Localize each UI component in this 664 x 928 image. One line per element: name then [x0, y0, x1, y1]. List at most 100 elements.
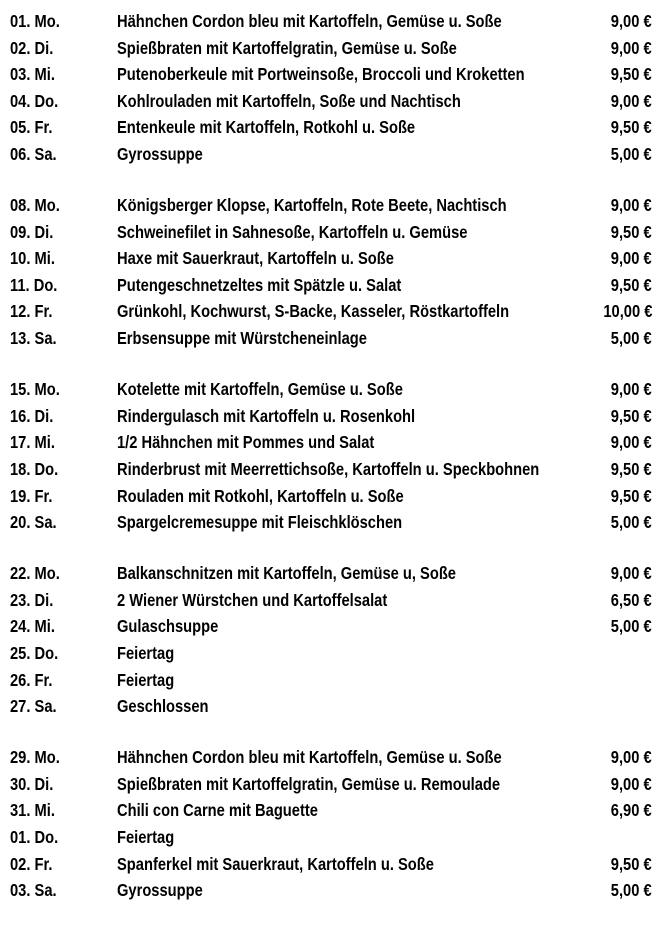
menu-dish: Rouladen mit Rotkohl, Kartoffeln u. Soße	[117, 485, 404, 506]
menu-price: 9,00 €	[611, 747, 652, 768]
menu-dish: Grünkohl, Kochwurst, S-Backe, Kasseler, …	[117, 301, 510, 322]
menu-row: 03. Sa. Gyrossuppe 5,00 €	[0, 877, 664, 904]
menu-dish: Balkanschnitzen mit Kartoffeln, Gemüse u…	[117, 563, 456, 584]
menu-dish: 1/2 Hähnchen mit Pommes und Salat	[117, 432, 375, 453]
menu-price: 5,00 €	[611, 616, 652, 637]
menu-dish: Spießbraten mit Kartoffelgratin, Gemüse …	[117, 773, 501, 794]
menu-dish: Rindergulasch mit Kartoffeln u. Rosenkoh…	[117, 405, 416, 426]
menu-row: 10. Mi. Haxe mit Sauerkraut, Kartoffeln u…	[0, 245, 664, 272]
menu-row: 25. Do. Feiertag	[0, 640, 664, 667]
menu-dish: Gyrossuppe	[117, 880, 203, 901]
menu-dish: Spanferkel mit Sauerkraut, Kartoffeln u.…	[117, 853, 434, 874]
menu-row: 06. Sa. Gyrossuppe 5,00 €	[0, 141, 664, 168]
menu-price: 9,00 €	[611, 773, 652, 794]
menu-price: 9,50 €	[611, 64, 652, 85]
menu-price: 5,00 €	[611, 328, 652, 349]
menu-dish: Spargelcremesuppe mit Fleischklöschen	[117, 512, 403, 533]
menu-dish: 2 Wiener Würstchen und Kartoffelsalat	[117, 589, 388, 610]
menu-date: 26. Fr.	[10, 669, 53, 690]
menu-date: 02. Fr.	[10, 853, 53, 874]
menu-price: 9,50 €	[611, 221, 652, 242]
menu-date: 27. Sa.	[10, 696, 57, 717]
menu-price: 6,50 €	[611, 589, 652, 610]
menu-price: 9,00 €	[611, 11, 652, 31]
menu-row: 23. Di. 2 Wiener Würstchen und Kartoffels…	[0, 587, 664, 614]
menu-row: 11. Do. Putengeschnetzeltes mit Spätzle u…	[0, 272, 664, 299]
week-block: 15. Mo. Kotelette mit Kartoffeln, Gemüse …	[0, 376, 664, 536]
menu-dish: Spießbraten mit Kartoffelgratin, Gemüse …	[117, 37, 457, 58]
menu-row: 04. Do. Kohlrouladen mit Kartoffeln, Soße…	[0, 88, 664, 115]
menu-row: 20. Sa. Spargelcremesuppe mit Fleischklös…	[0, 509, 664, 536]
menu-dish: Putengeschnetzeltes mit Spätzle u. Salat	[117, 274, 402, 295]
menu-row: 03. Mi. Putenoberkeule mit Portweinsoße, …	[0, 61, 664, 88]
menu-date: 24. Mi.	[10, 616, 55, 637]
menu-price: 9,00 €	[611, 90, 652, 111]
menu-date: 29. Mo.	[10, 747, 60, 768]
menu-price: 9,00 €	[611, 37, 652, 58]
menu-date: 15. Mo.	[10, 379, 60, 400]
menu-dish: Gyrossuppe	[117, 143, 203, 164]
menu-price: 9,50 €	[611, 274, 652, 295]
menu-date: 06. Sa.	[10, 143, 57, 164]
menu-date: 01. Mo.	[10, 11, 60, 31]
menu-date: 25. Do.	[10, 642, 59, 663]
menu-row: 08. Mo. Königsberger Klopse, Kartoffeln, …	[0, 192, 664, 219]
menu-price: 5,00 €	[611, 512, 652, 533]
menu-dish: Gulaschsuppe	[117, 616, 219, 637]
menu-dish: Entenkeule mit Kartoffeln, Rotkohl u. So…	[117, 117, 416, 138]
menu-price: 9,50 €	[611, 117, 652, 138]
menu-dish: Erbsensuppe mit Würstcheneinlage	[117, 328, 367, 349]
menu-row: 26. Fr. Feiertag	[0, 667, 664, 694]
menu-dish: Königsberger Klopse, Kartoffeln, Rote Be…	[117, 195, 507, 216]
menu-dish: Hähnchen Cordon bleu mit Kartoffeln, Gem…	[117, 11, 502, 31]
menu-date: 10. Mi.	[10, 248, 55, 269]
menu-dish: Feiertag	[117, 642, 175, 663]
menu-date: 23. Di.	[10, 589, 54, 610]
menu-row: 15. Mo. Kotelette mit Kartoffeln, Gemüse …	[0, 376, 664, 403]
menu-date: 03. Mi.	[10, 64, 55, 85]
menu-dish: Feiertag	[117, 669, 175, 690]
menu-date: 31. Mi.	[10, 800, 55, 821]
menu-dish: Rinderbrust mit Meerrettichsoße, Kartoff…	[117, 458, 540, 479]
menu-date: 16. Di.	[10, 405, 54, 426]
menu-date: 11. Do.	[10, 274, 58, 295]
menu-row: 29. Mo. Hähnchen Cordon bleu mit Kartoffe…	[0, 744, 664, 771]
menu-row: 17. Mi. 1/2 Hähnchen mit Pommes und Salat…	[0, 429, 664, 456]
menu-row: 30. Di. Spießbraten mit Kartoffelgratin, …	[0, 771, 664, 798]
menu-date: 02. Di.	[10, 37, 54, 58]
menu-row: 19. Fr. Rouladen mit Rotkohl, Kartoffeln …	[0, 483, 664, 510]
menu-date: 12. Fr.	[10, 301, 53, 322]
week-block: 01. Mo. Hähnchen Cordon bleu mit Kartoffe…	[0, 8, 664, 168]
menu-row: 09. Di. Schweinefilet in Sahnesoße, Karto…	[0, 219, 664, 246]
menu-price: 10,00 €	[602, 301, 652, 322]
menu-dish: Schweinefilet in Sahnesoße, Kartoffeln u…	[117, 221, 468, 242]
menu-date: 09. Di.	[10, 221, 54, 242]
menu-price: 5,00 €	[611, 880, 652, 901]
menu-date: 08. Mo.	[10, 195, 60, 216]
menu-dish: Hähnchen Cordon bleu mit Kartoffeln, Gem…	[117, 747, 502, 768]
menu-row: 12. Fr. Grünkohl, Kochwurst, S-Backe, Kas…	[0, 298, 664, 325]
menu-price: 6,90 €	[611, 800, 652, 821]
menu-row: 27. Sa. Geschlossen	[0, 693, 664, 720]
menu-price: 9,00 €	[611, 248, 652, 269]
menu-price: 9,00 €	[611, 563, 652, 584]
week-block: 29. Mo. Hähnchen Cordon bleu mit Kartoffe…	[0, 744, 664, 904]
menu-row: 02. Di. Spießbraten mit Kartoffelgratin, …	[0, 35, 664, 62]
menu-date: 18. Do.	[10, 458, 59, 479]
menu-date: 30. Di.	[10, 773, 54, 794]
menu-row: 31. Mi. Chili con Carne mit Baguette 6,90 …	[0, 797, 664, 824]
menu-date: 05. Fr.	[10, 117, 53, 138]
menu-price: 9,50 €	[611, 405, 652, 426]
menu-row: 05. Fr. Entenkeule mit Kartoffeln, Rotkoh…	[0, 114, 664, 141]
menu-row: 01. Do. Feiertag	[0, 824, 664, 851]
menu-date: 13. Sa.	[10, 328, 57, 349]
menu-row: 02. Fr. Spanferkel mit Sauerkraut, Kartof…	[0, 851, 664, 878]
menu-dish: Haxe mit Sauerkraut, Kartoffeln u. Soße	[117, 248, 394, 269]
menu-date: 19. Fr.	[10, 485, 53, 506]
menu-price: 9,50 €	[611, 458, 652, 479]
menu-price: 9,00 €	[611, 432, 652, 453]
menu-price: 9,50 €	[611, 485, 652, 506]
menu-dish: Kotelette mit Kartoffeln, Gemüse u. Soße	[117, 379, 403, 400]
menu-row: 24. Mi. Gulaschsuppe 5,00 €	[0, 613, 664, 640]
menu-row: 01. Mo. Hähnchen Cordon bleu mit Kartoffe…	[0, 8, 664, 35]
